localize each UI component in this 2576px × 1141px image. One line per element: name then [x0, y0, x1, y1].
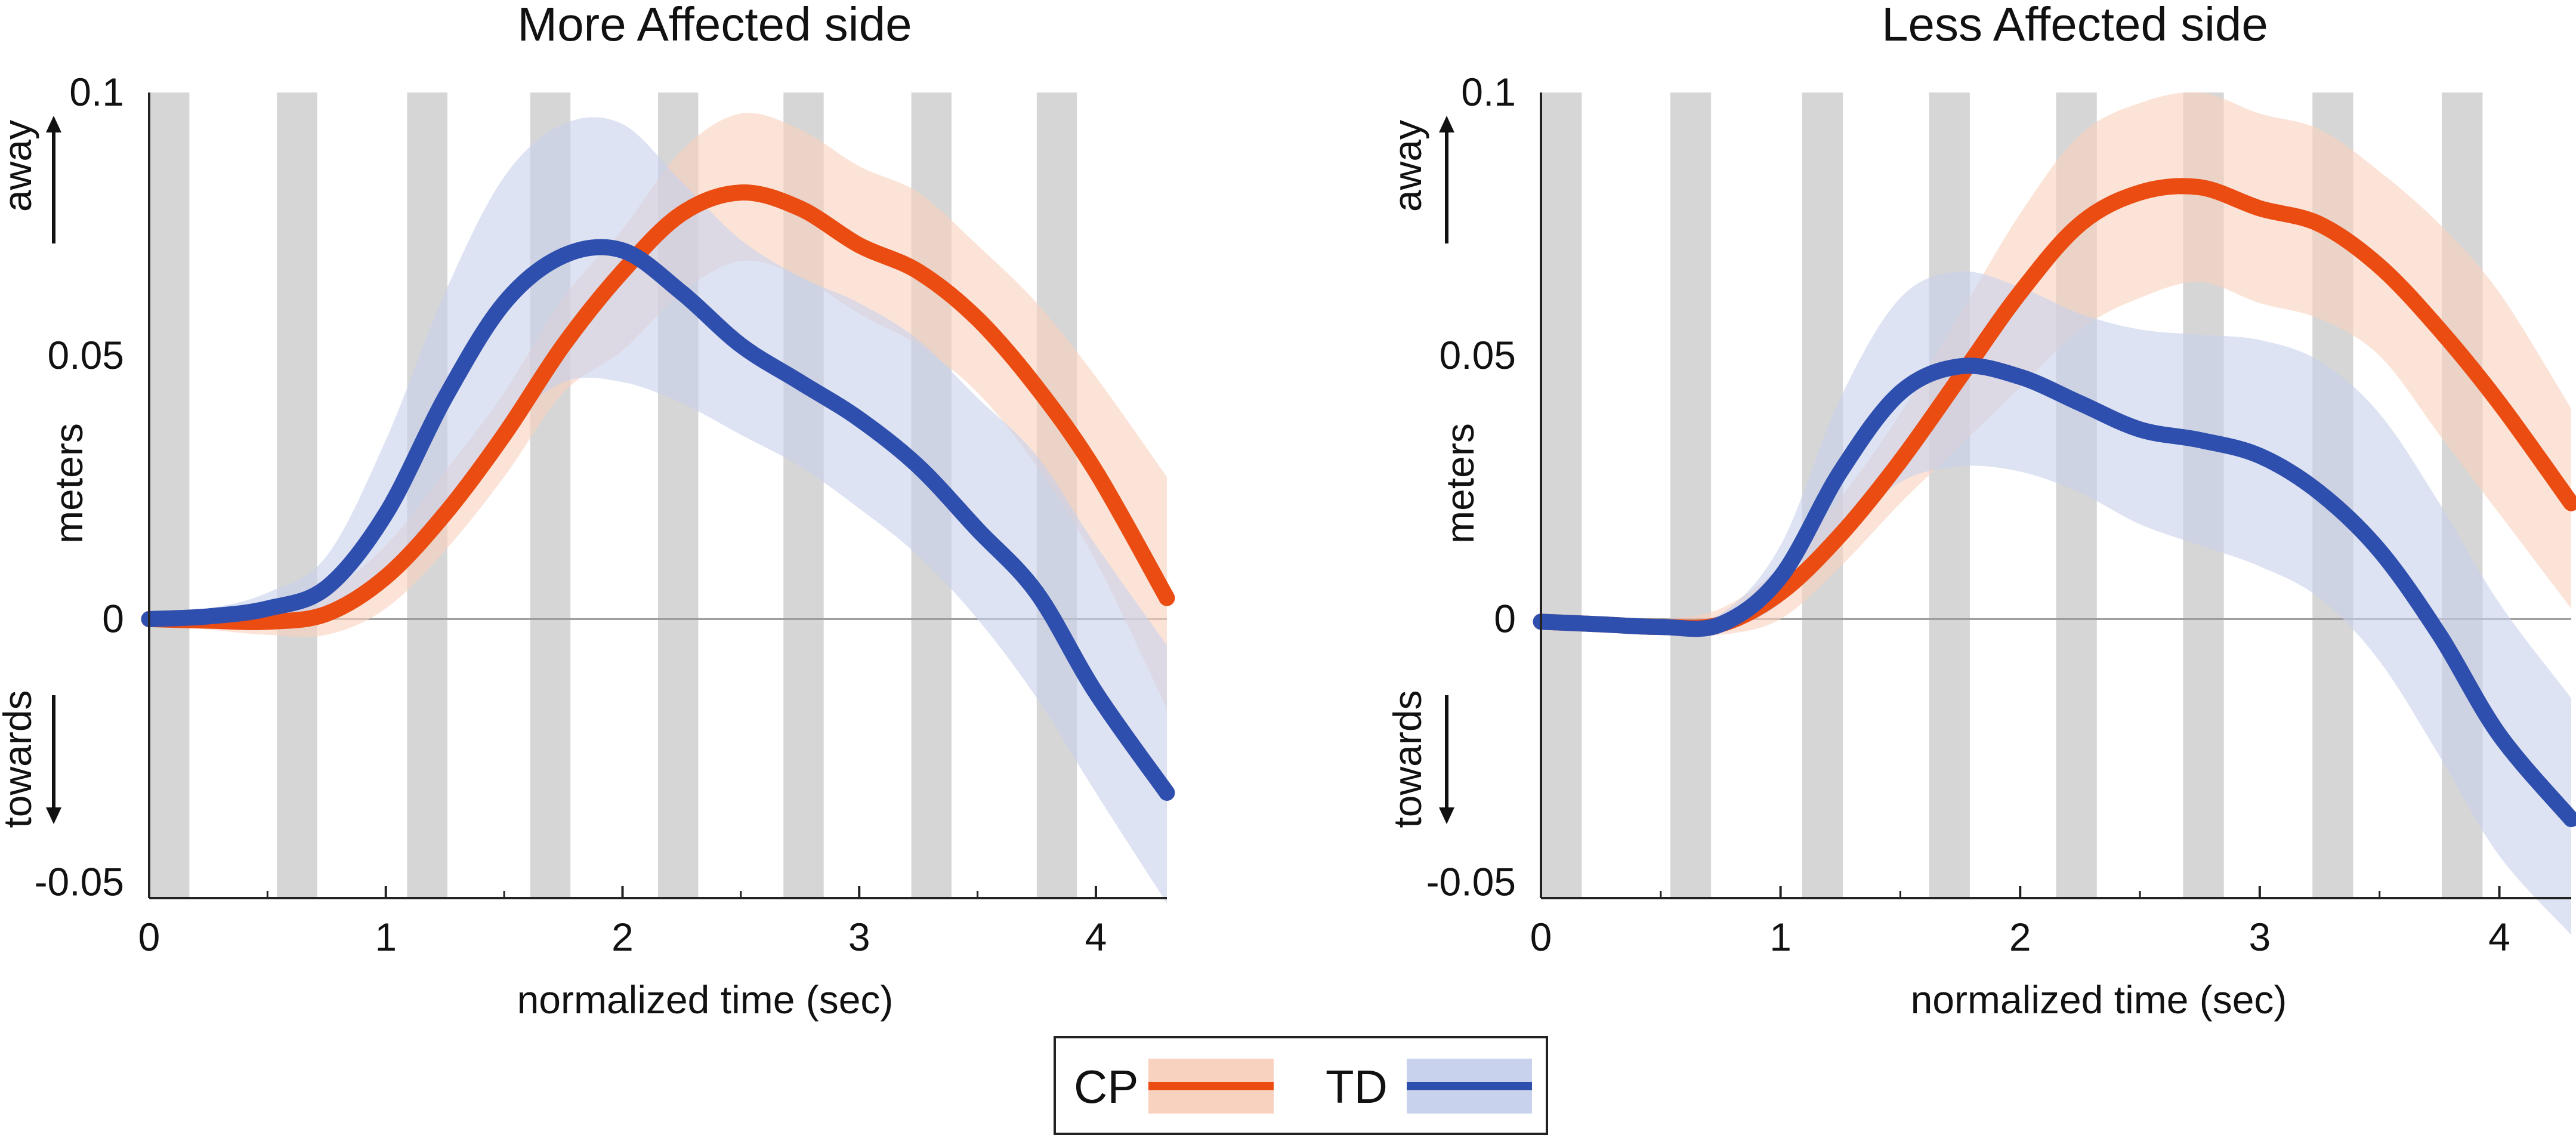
- series-line-td: [1533, 357, 2576, 828]
- x-axis-label: normalized time (sec): [517, 977, 894, 1022]
- y-tick-label: 0.1: [1461, 70, 1516, 114]
- legend-label-cp: CP: [1074, 1060, 1138, 1113]
- y-tick-label: 0.1: [69, 70, 124, 114]
- x-tick-label: 1: [1769, 915, 1792, 959]
- y-tick-label: 0: [102, 596, 124, 640]
- x-tick-label: 2: [611, 915, 634, 959]
- towards-arrow-head: [1439, 807, 1454, 824]
- x-tick-label: 4: [1085, 915, 1107, 959]
- band-td: [1541, 271, 2571, 935]
- plot-area: 0 1 2 3 4 0.1 0.05 0 -0.05: [35, 70, 1175, 959]
- x-tick-label: 2: [2009, 915, 2031, 959]
- plot-area: 0 1 2 3 4 0.1 0.05 0 -0.05: [1426, 70, 2576, 959]
- shaded-interval: [149, 92, 190, 898]
- x-tick-label: 0: [1530, 915, 1552, 959]
- y-tick-label: -0.05: [35, 860, 124, 904]
- x-tick-label: 1: [375, 915, 397, 959]
- direction-label-towards: towards: [1385, 690, 1429, 828]
- chart-title: More Affected side: [517, 0, 912, 51]
- y-tick-label: 0: [1494, 596, 1516, 640]
- chart-panel-less-affected: 0 1 2 3 4 0.1 0.05 0 -0.05 Less Affected side no…: [1385, 0, 2576, 1022]
- legend-label-td: TD: [1326, 1060, 1388, 1113]
- shaded-interval: [277, 92, 317, 898]
- direction-label-away: away: [1385, 120, 1429, 212]
- x-axis-label: normalized time (sec): [1911, 977, 2287, 1022]
- shaded-interval: [1541, 92, 1582, 898]
- direction-label-away: away: [0, 120, 39, 212]
- x-tick-label: 3: [2249, 915, 2271, 959]
- y-tick-label: 0.05: [48, 333, 124, 377]
- away-arrow-head: [1439, 116, 1454, 132]
- y-tick-label: 0.05: [1440, 333, 1516, 377]
- y-axis-label: meters: [47, 423, 91, 544]
- shaded-interval: [1929, 92, 1970, 898]
- legend: CP TD: [1054, 1036, 1548, 1135]
- x-tick-label: 3: [848, 915, 870, 959]
- y-tick-label: -0.05: [1426, 860, 1516, 904]
- chart-panel-more-affected: 0 1 2 3 4 0.1 0.05 0 -0.05 More Affected side no…: [0, 0, 1175, 1022]
- towards-arrow-head: [46, 807, 61, 824]
- series-line-cp: [141, 184, 1175, 630]
- x-tick-label: 4: [2488, 915, 2510, 959]
- shaded-interval: [1670, 92, 1712, 898]
- chart-title: Less Affected side: [1882, 0, 2268, 51]
- y-axis-label: meters: [1438, 423, 1482, 544]
- direction-label-towards: towards: [0, 690, 39, 828]
- series-line-td: [141, 239, 1175, 801]
- away-arrow-head: [46, 116, 61, 132]
- x-tick-label: 0: [138, 915, 160, 959]
